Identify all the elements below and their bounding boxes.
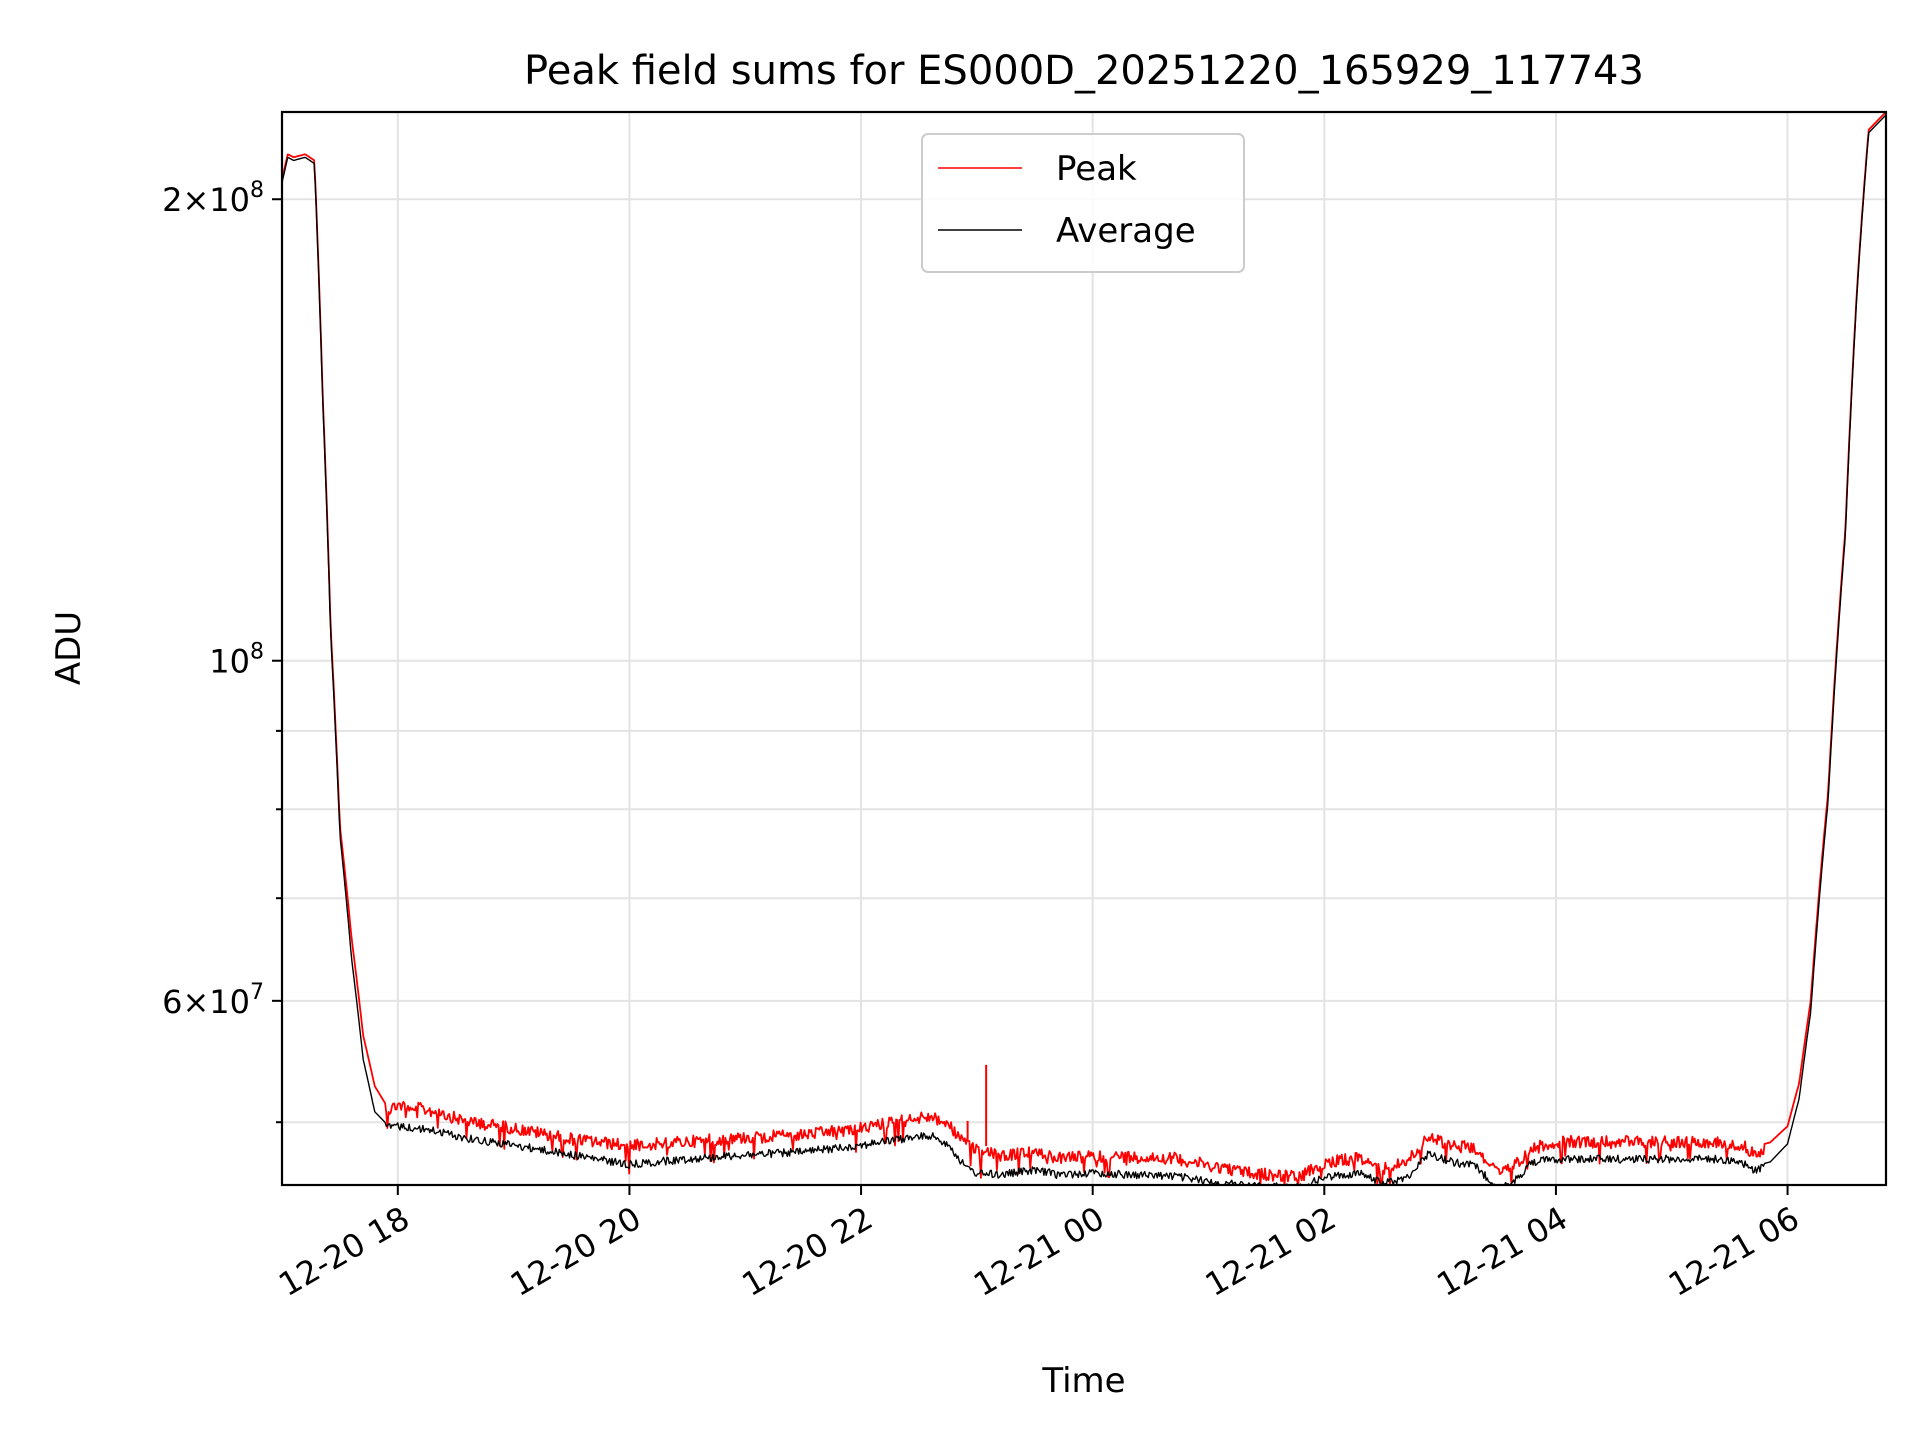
series-line-peak xyxy=(281,111,1887,1186)
y-tick-label: 2×108 xyxy=(162,178,264,219)
series-line-average xyxy=(281,114,1887,1186)
series-group xyxy=(281,111,1887,1186)
legend-peak-label: Peak xyxy=(1056,149,1137,189)
legend-average-label: Average xyxy=(1056,211,1196,251)
legend: Peak Average xyxy=(921,133,1245,273)
chart-title: Peak field sums for ES000D_20251220_1659… xyxy=(524,48,1644,94)
x-axis-label: Time xyxy=(1041,1361,1125,1401)
y-axis-label: ADU xyxy=(49,611,89,685)
y-tick-label: 108 xyxy=(209,640,264,681)
plot-frame xyxy=(280,110,1888,1187)
y-tick-label: 6×107 xyxy=(162,980,264,1021)
